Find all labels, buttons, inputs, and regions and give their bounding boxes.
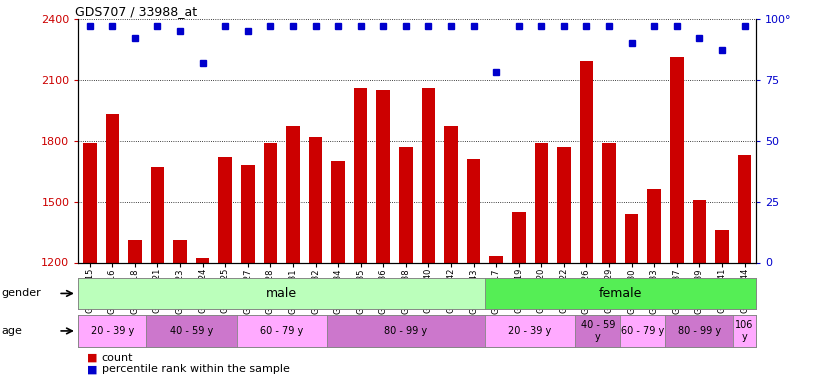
Bar: [512, 212, 525, 262]
Bar: [399, 147, 413, 262]
Bar: [467, 159, 481, 262]
Text: 20 - 39 y: 20 - 39 y: [91, 326, 134, 336]
Text: 60 - 79 y: 60 - 79 y: [260, 326, 303, 336]
Text: 60 - 79 y: 60 - 79 y: [621, 326, 665, 336]
Text: gender: gender: [2, 288, 41, 298]
Text: age: age: [2, 326, 22, 336]
Text: GDS707 / 33988_at: GDS707 / 33988_at: [75, 4, 197, 18]
Text: female: female: [599, 287, 642, 300]
Bar: [218, 157, 232, 262]
Bar: [196, 258, 210, 262]
Bar: [489, 256, 503, 262]
Bar: [485, 315, 575, 347]
Bar: [575, 315, 620, 347]
Bar: [354, 88, 368, 262]
Bar: [648, 189, 661, 262]
Bar: [106, 114, 119, 262]
Bar: [78, 278, 485, 309]
Bar: [534, 142, 548, 262]
Bar: [692, 200, 706, 262]
Text: male: male: [266, 287, 297, 300]
Bar: [331, 161, 345, 262]
Bar: [263, 142, 278, 262]
Bar: [241, 165, 254, 262]
Bar: [309, 136, 322, 262]
Bar: [78, 315, 146, 347]
Text: 20 - 39 y: 20 - 39 y: [508, 326, 552, 336]
Bar: [150, 167, 164, 262]
Bar: [670, 57, 684, 262]
Bar: [286, 126, 300, 262]
Bar: [557, 147, 571, 262]
Text: ■: ■: [87, 353, 101, 363]
Bar: [421, 88, 435, 262]
Text: percentile rank within the sample: percentile rank within the sample: [102, 364, 289, 374]
Bar: [327, 315, 485, 347]
Text: 40 - 59 y: 40 - 59 y: [169, 326, 213, 336]
Text: 80 - 99 y: 80 - 99 y: [678, 326, 721, 336]
Text: 106
y: 106 y: [735, 320, 753, 342]
Text: 80 - 99 y: 80 - 99 y: [384, 326, 427, 336]
Bar: [444, 126, 458, 262]
Text: count: count: [102, 353, 133, 363]
Bar: [173, 240, 187, 262]
Bar: [146, 315, 236, 347]
Bar: [715, 230, 729, 262]
Bar: [733, 315, 756, 347]
Text: 40 - 59
y: 40 - 59 y: [581, 320, 615, 342]
Bar: [738, 155, 752, 262]
Bar: [580, 62, 593, 262]
Bar: [128, 240, 142, 262]
Bar: [83, 142, 97, 262]
Bar: [236, 315, 327, 347]
Bar: [666, 315, 733, 347]
Text: ■: ■: [87, 364, 101, 374]
Bar: [602, 142, 616, 262]
Bar: [620, 315, 666, 347]
Bar: [377, 90, 390, 262]
Bar: [624, 214, 638, 262]
Bar: [485, 278, 756, 309]
